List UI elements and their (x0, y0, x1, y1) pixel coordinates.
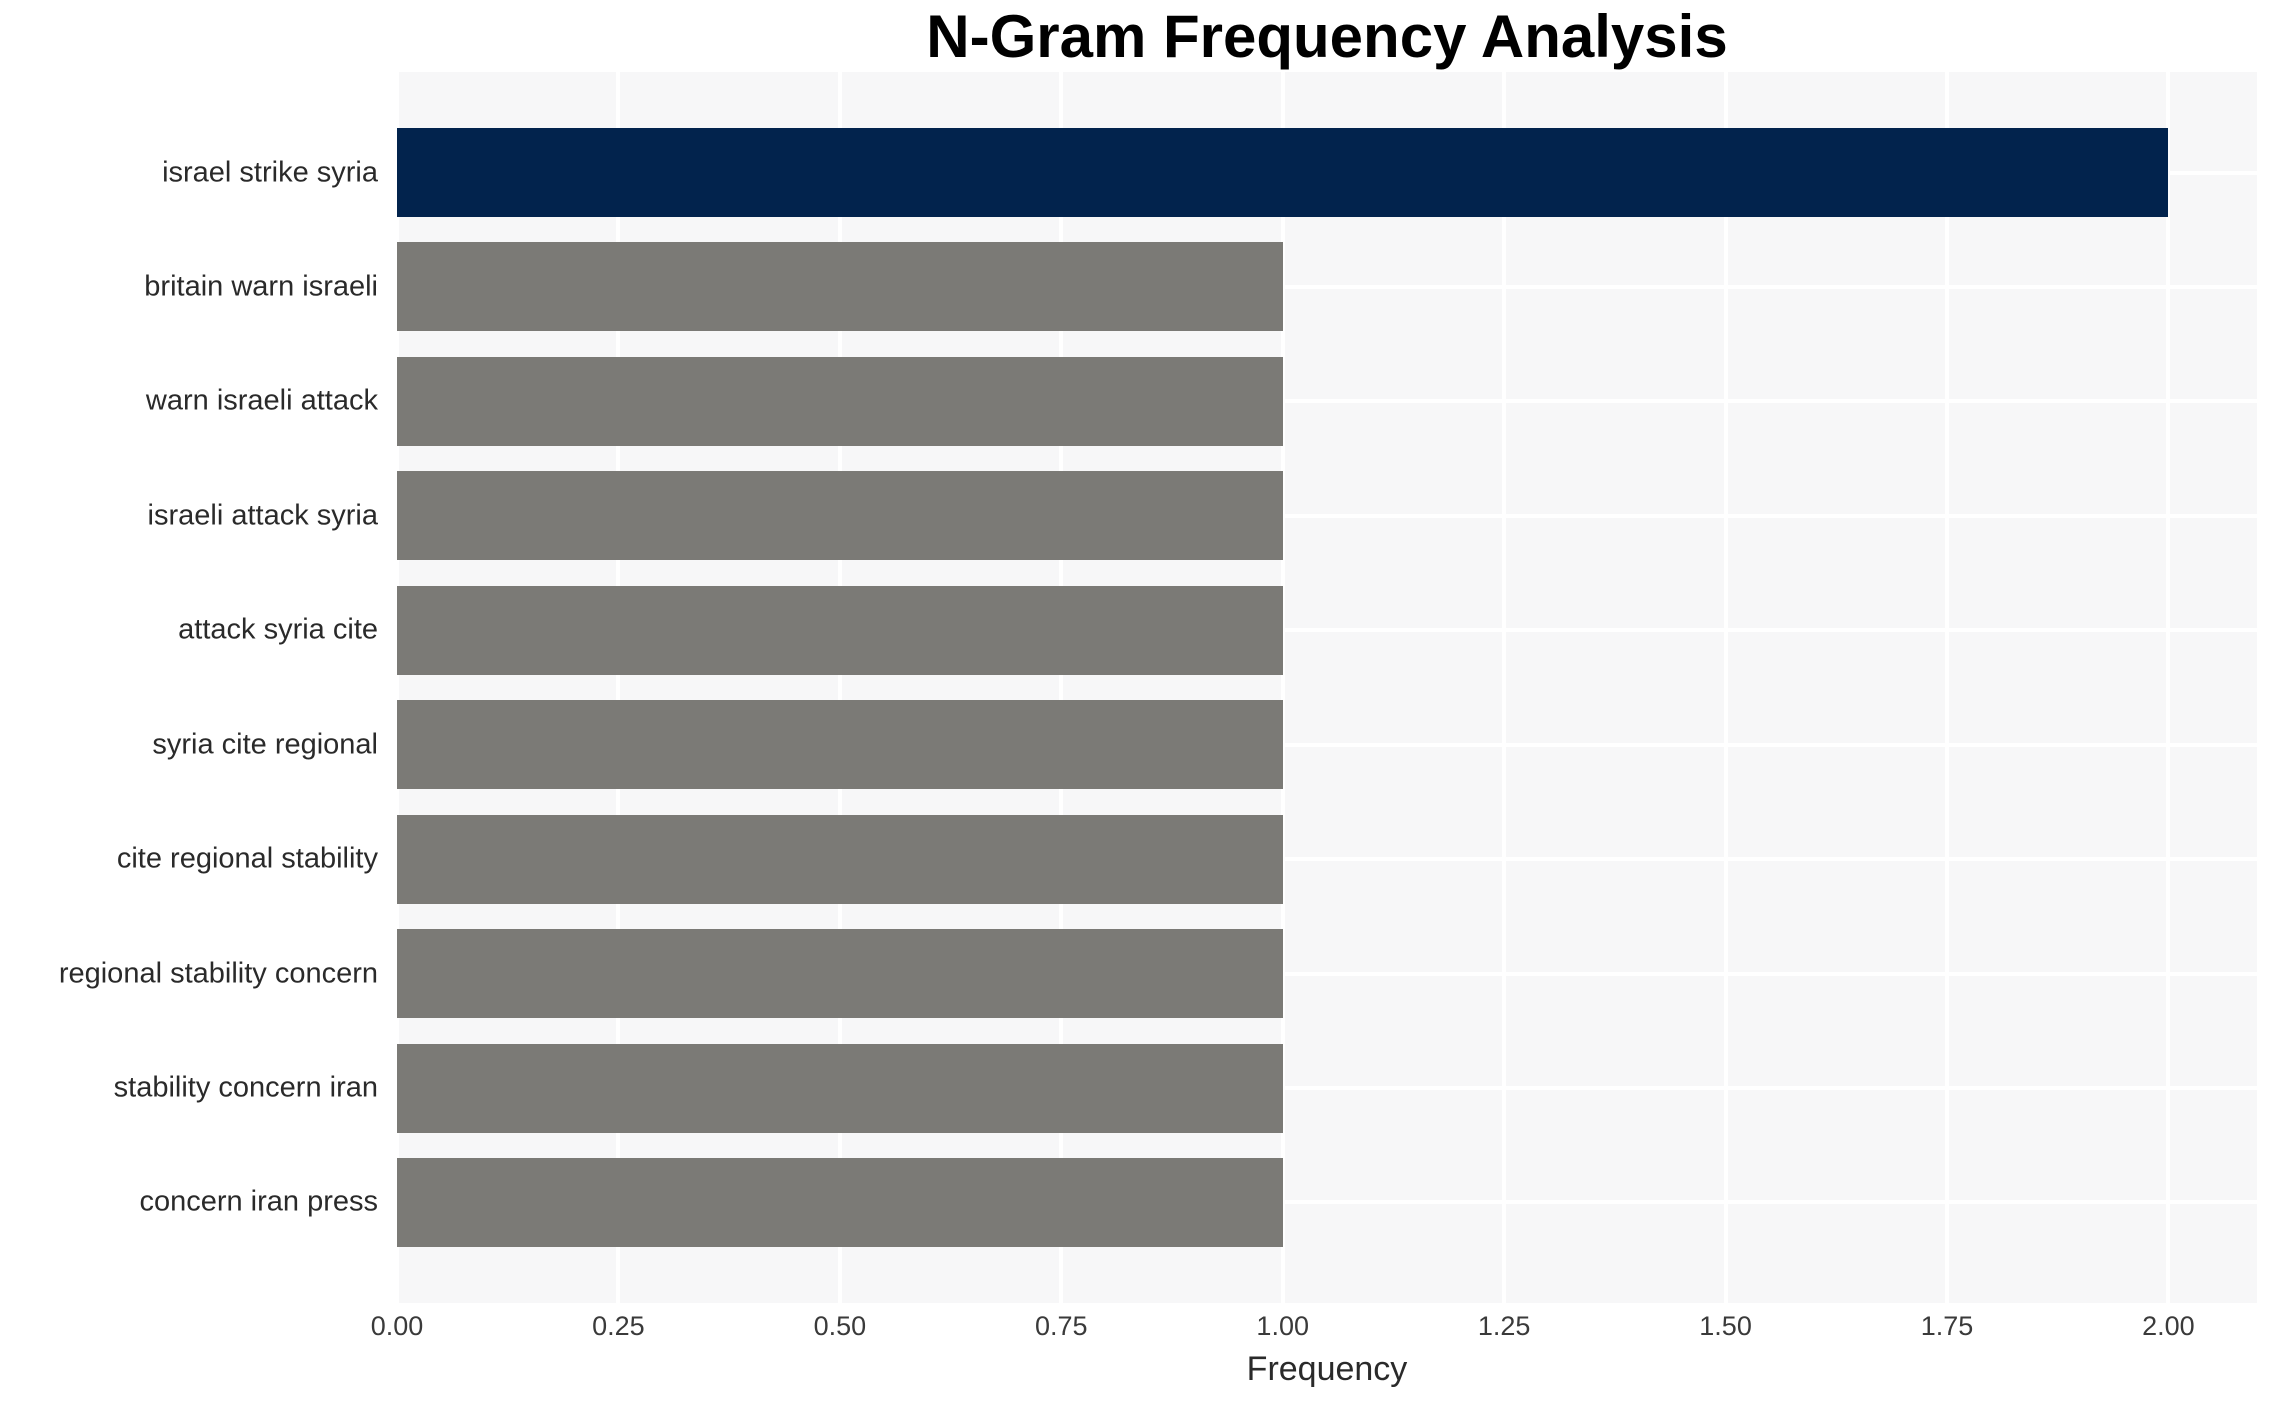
vertical-gridline (1945, 72, 1949, 1303)
bar-britain-warn-israeli (397, 242, 1283, 332)
x-tick-label: 1.75 (1920, 1311, 1974, 1341)
x-axis-label: Frequency (1246, 1350, 1408, 1388)
horizontal-gridline (397, 1200, 2257, 1205)
y-axis-label: stability concern iran (113, 1071, 378, 1104)
x-tick-label: 1.00 (1256, 1311, 1309, 1341)
plot-area (395, 72, 2257, 1303)
x-tick-label: 0.25 (592, 1311, 645, 1341)
chart-title: N-Gram Frequency Analysis (926, 3, 1728, 70)
x-tick-label: 0.75 (1035, 1311, 1088, 1341)
bar-stability-concern-iran (397, 1043, 1283, 1133)
y-axis-label: israel strike syria (162, 156, 378, 188)
x-tick-label: 0.50 (813, 1311, 867, 1341)
y-axis-label: israeli attack syria (147, 499, 378, 532)
x-tick-label: 1.50 (1699, 1311, 1752, 1341)
vertical-gridline (395, 72, 399, 1303)
vertical-gridline (1723, 72, 1728, 1303)
vertical-gridline (1059, 72, 1064, 1303)
y-axis-label: concern iran press (139, 1185, 378, 1218)
y-axis-label: cite regional stability (116, 842, 378, 875)
bar-syria-cite-regional (397, 700, 1283, 790)
x-tick-label: 0.00 (370, 1311, 424, 1341)
bar-attack-syria-cite (397, 585, 1283, 675)
y-axis-label: britain warn israeli (144, 270, 378, 303)
horizontal-gridline (397, 857, 2257, 862)
y-axis-label: regional stability concern (58, 957, 378, 990)
y-axis-label: syria cite regional (152, 728, 378, 761)
bar-concern-iran-press (397, 1157, 1283, 1247)
vertical-gridline (1280, 72, 1285, 1303)
bar-warn-israeli-attack (397, 356, 1283, 446)
horizontal-gridline (397, 628, 2257, 633)
horizontal-gridline (397, 284, 2257, 289)
vertical-gridline (837, 72, 842, 1303)
bar-regional-stability-concern (397, 929, 1283, 1019)
vertical-gridline (616, 72, 621, 1303)
bar-israel-strike-syria (397, 128, 2169, 217)
horizontal-gridline (397, 742, 2257, 747)
bar-israeli-attack-syria (397, 471, 1283, 561)
horizontal-gridline (397, 399, 2257, 404)
bar-cite-regional-stability (397, 814, 1283, 904)
y-axis-label: attack syria cite (178, 613, 378, 646)
horizontal-gridline (397, 1086, 2257, 1091)
horizontal-gridline (397, 513, 2257, 518)
y-axis-label: warn israeli attack (145, 384, 378, 417)
vertical-gridline (1502, 72, 1507, 1303)
vertical-gridline (2166, 72, 2171, 1303)
horizontal-gridline (397, 971, 2257, 976)
x-tick-label: 1.25 (1477, 1311, 1531, 1341)
x-tick-label: 2.00 (2142, 1311, 2195, 1341)
